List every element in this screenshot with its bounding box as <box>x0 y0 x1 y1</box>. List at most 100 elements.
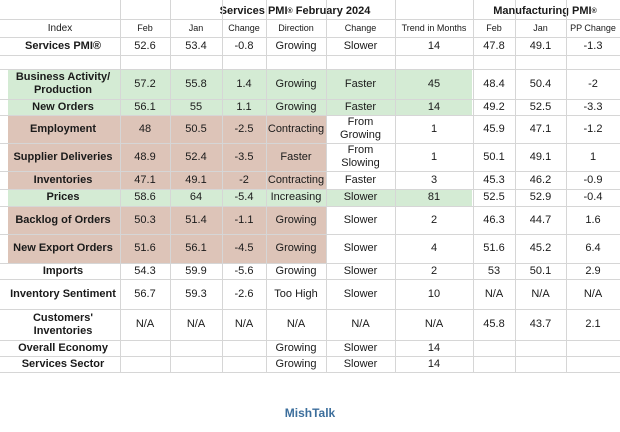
row-label: Inventories <box>33 173 93 186</box>
grid-hline <box>0 55 620 56</box>
table-cell: -5.6 <box>234 264 254 277</box>
table-cell: 50.1 <box>529 264 552 277</box>
services-period-text: February 2024 <box>295 4 371 17</box>
table-cell <box>566 340 620 356</box>
grid-hline <box>0 171 620 172</box>
table-cell <box>170 356 222 372</box>
table-cell: 3 <box>430 173 438 186</box>
row-label: Overall Economy <box>18 341 108 354</box>
table-cell: 49.1 <box>185 173 207 186</box>
table-cell: 49.2 <box>483 100 505 113</box>
services-title-text: Services PMI <box>219 4 288 17</box>
table-cell: 52.9 <box>529 191 552 203</box>
services-title-sup: ® <box>287 7 293 15</box>
table-cell: 52.4 <box>185 150 207 163</box>
table-cell: 52.5 <box>529 100 552 113</box>
table-cell: 10 <box>427 287 441 300</box>
table-cell: -4.5 <box>234 242 254 254</box>
table-cell <box>326 55 395 69</box>
table-cell: 1.6 <box>585 213 601 226</box>
table-cell: 51.6 <box>483 242 505 254</box>
table-cell: From Slowing <box>341 144 380 169</box>
table-cell <box>120 55 170 69</box>
table-cell: 56.1 <box>185 242 207 254</box>
table-cell <box>222 55 266 69</box>
table-cell: Slower <box>343 242 378 254</box>
table-cell <box>515 55 566 69</box>
column-header-0: Index <box>47 22 73 34</box>
footer-brand: MishTalk <box>284 406 336 420</box>
table-cell: 48 <box>138 122 152 135</box>
row-label: New Orders <box>32 100 94 113</box>
table-cell: Slower <box>343 213 378 226</box>
table-cell: 64 <box>189 191 203 203</box>
row-label: Services PMI® <box>25 39 101 52</box>
grid-hline <box>0 99 620 100</box>
table-cell: Contracting <box>267 122 325 135</box>
table-cell: 45 <box>427 77 441 90</box>
grid-vline <box>395 0 396 372</box>
table-cell: Faster <box>280 150 312 163</box>
table-cell: -2.5 <box>234 122 254 135</box>
table-cell: 54.3 <box>134 264 156 277</box>
table-cell: N/A <box>424 318 444 330</box>
column-header-6: Trend in Months <box>401 22 467 33</box>
grid-hline <box>0 115 620 116</box>
table-cell <box>120 340 170 356</box>
table-cell: N/A <box>583 287 603 300</box>
row-label: Services Sector <box>21 357 105 370</box>
table-cell: 47.1 <box>529 122 552 135</box>
table-cell: 14 <box>427 357 441 370</box>
row-highlight-red <box>8 115 326 143</box>
table-cell <box>222 340 266 356</box>
row-label <box>0 55 120 69</box>
table-cell: -1.3 <box>583 39 603 52</box>
table-cell: 50.4 <box>529 77 552 90</box>
table-cell: 46.3 <box>483 213 505 226</box>
grid-hline <box>0 189 620 190</box>
table-cell: Slower <box>343 191 378 203</box>
row-highlight-green <box>8 189 472 206</box>
table-cell: N/A <box>531 287 550 300</box>
row-label: Customers' Inventories <box>32 311 94 337</box>
grid-hline <box>0 206 620 207</box>
column-header-2: Jan <box>188 22 204 33</box>
column-header-5: Change <box>344 22 377 33</box>
row-highlight-red <box>8 143 326 171</box>
table-cell <box>473 340 515 356</box>
table-cell: 48.4 <box>483 77 505 90</box>
table-cell: 49.1 <box>529 39 552 52</box>
table-cell: N/A <box>351 318 370 330</box>
table-cell: 14 <box>427 39 441 52</box>
grid-vline <box>326 0 327 372</box>
grid-hline <box>0 143 620 144</box>
row-label: Employment <box>29 122 96 135</box>
table-cell <box>170 340 222 356</box>
row-highlight-red <box>8 234 326 263</box>
table-cell: 56.1 <box>134 100 156 113</box>
grid-hline <box>0 309 620 310</box>
table-cell: Faster <box>344 173 377 186</box>
table-cell: 2 <box>430 213 438 226</box>
table-cell: 1 <box>430 150 438 163</box>
row-label: Prices <box>46 191 80 203</box>
table-cell: 45.8 <box>483 318 505 330</box>
row-highlight-green <box>8 69 472 99</box>
table-cell <box>473 356 515 372</box>
manufacturing-pmi-section-title: Manufacturing PMI ® <box>470 3 620 19</box>
table-cell <box>515 340 566 356</box>
table-cell: -0.9 <box>583 173 603 186</box>
table-cell: Growing <box>275 77 317 90</box>
row-highlight-green <box>8 99 472 115</box>
table-cell: -1.1 <box>234 213 254 226</box>
table-cell: N/A <box>135 318 155 330</box>
table-cell: -1.2 <box>583 122 603 135</box>
table-cell: 56.7 <box>134 287 156 300</box>
table-cell <box>566 55 620 69</box>
column-header-3: Change <box>228 22 260 33</box>
column-header-7: Feb <box>486 22 502 33</box>
table-cell <box>266 55 326 69</box>
table-cell: -5.4 <box>234 191 254 203</box>
table-cell: Growing <box>275 242 317 254</box>
